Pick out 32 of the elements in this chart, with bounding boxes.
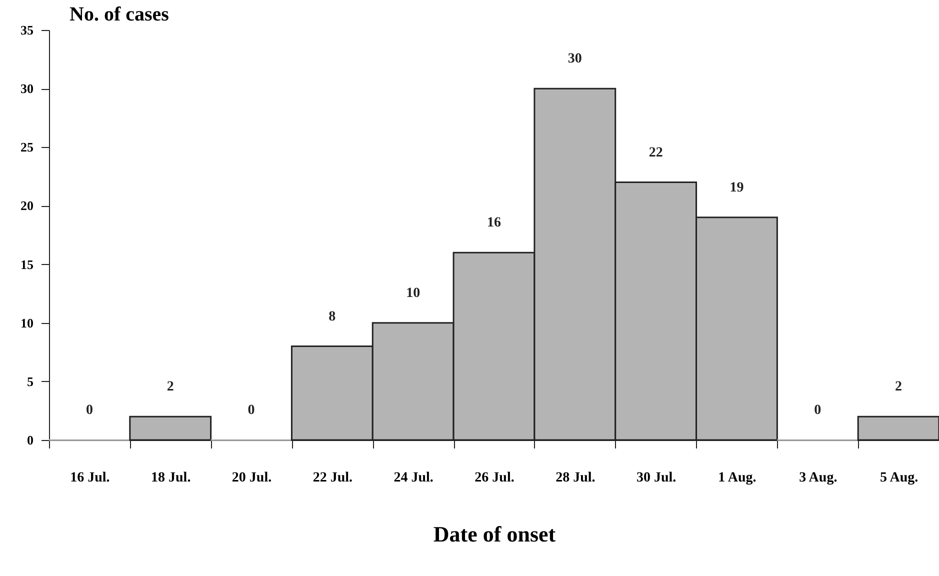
data-label: 10 (406, 286, 420, 301)
x-tick-label: 28 Jul. (556, 470, 596, 486)
x-tick-label: 18 Jul. (151, 470, 191, 486)
data-label: 0 (86, 403, 93, 418)
y-tick-label: 15 (20, 256, 34, 272)
x-tick-label: 30 Jul. (636, 470, 676, 486)
x-tick-label: 5 Aug. (880, 470, 918, 486)
data-label: 16 (487, 216, 501, 231)
x-tick-label: 1 Aug. (718, 470, 756, 486)
data-label: 30 (568, 52, 582, 67)
x-tick-label: 3 Aug. (799, 470, 838, 486)
data-label: 8 (328, 309, 336, 324)
data-label: 0 (814, 403, 822, 418)
y-tick-label: 20 (20, 198, 34, 214)
x-tick-label: 24 Jul. (394, 470, 434, 486)
y-tick-label: 25 (20, 140, 34, 155)
data-label: 22 (648, 145, 663, 160)
x-tick-label: 26 Jul. (474, 470, 514, 486)
x-tick-label: 16 Jul. (70, 470, 110, 486)
y-tick-label: 10 (20, 315, 34, 330)
y-tick-label: 35 (20, 22, 34, 38)
data-label: 2 (166, 380, 174, 395)
data-label: 0 (248, 403, 255, 418)
y-axis-title: No. of cases (70, 4, 170, 26)
x-tick-label: 20 Jul. (232, 470, 272, 486)
y-tick-label: 0 (27, 432, 34, 448)
x-tick-label: 22 Jul. (312, 470, 353, 486)
y-tick-label: 5 (27, 374, 34, 389)
data-label: 2 (895, 380, 902, 395)
y-tick-label: 30 (20, 81, 34, 96)
x-axis-title: Date of onset (433, 522, 556, 546)
data-label: 19 (730, 180, 744, 196)
